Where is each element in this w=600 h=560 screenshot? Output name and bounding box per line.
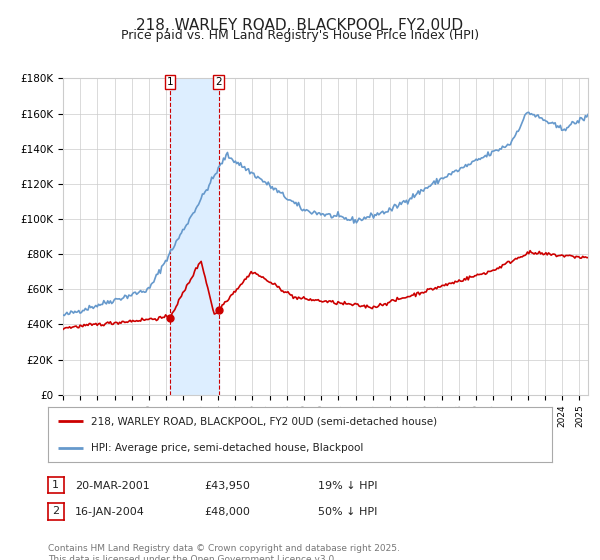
Text: £48,000: £48,000	[204, 507, 250, 517]
Text: 16-JAN-2004: 16-JAN-2004	[75, 507, 145, 517]
Text: 1: 1	[52, 480, 59, 490]
Text: 218, WARLEY ROAD, BLACKPOOL, FY2 0UD: 218, WARLEY ROAD, BLACKPOOL, FY2 0UD	[136, 18, 464, 33]
Text: HPI: Average price, semi-detached house, Blackpool: HPI: Average price, semi-detached house,…	[91, 443, 363, 452]
Bar	[170, 78, 218, 395]
Text: 2: 2	[215, 77, 222, 87]
Text: 19% ↓ HPI: 19% ↓ HPI	[318, 480, 377, 491]
Text: Contains HM Land Registry data © Crown copyright and database right 2025.
This d: Contains HM Land Registry data © Crown c…	[48, 544, 400, 560]
Text: £43,950: £43,950	[204, 480, 250, 491]
Text: 50% ↓ HPI: 50% ↓ HPI	[318, 507, 377, 517]
Text: 218, WARLEY ROAD, BLACKPOOL, FY2 0UD (semi-detached house): 218, WARLEY ROAD, BLACKPOOL, FY2 0UD (se…	[91, 417, 437, 426]
Text: 20-MAR-2001: 20-MAR-2001	[75, 480, 150, 491]
Text: 1: 1	[167, 77, 173, 87]
Text: Price paid vs. HM Land Registry's House Price Index (HPI): Price paid vs. HM Land Registry's House …	[121, 29, 479, 42]
Text: 2: 2	[52, 506, 59, 516]
